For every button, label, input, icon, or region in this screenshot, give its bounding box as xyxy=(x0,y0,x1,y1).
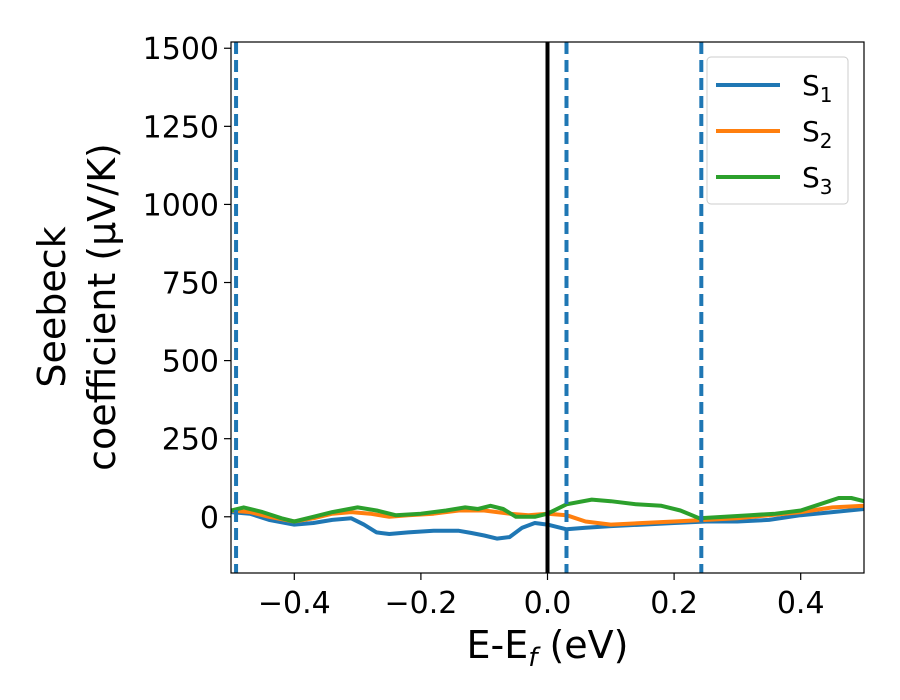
y-tick-label: 250 xyxy=(162,423,219,458)
y-axis-label-line1: Seebeck xyxy=(30,226,74,387)
x-axis-label: E-Ef (eV) xyxy=(467,623,629,673)
y-axis-label: Seebeck coefficient (μV/K) xyxy=(30,143,124,471)
y-axis-ticks: 0 250 500 750 1000 1250 1500 xyxy=(143,32,231,536)
legend-label-s1: S1 xyxy=(802,69,833,107)
x-axis-ticks: −0.4 −0.2 0.0 0.2 0.4 xyxy=(258,573,825,621)
legend-items: S1 S2 S3 xyxy=(716,69,833,199)
x-tick-label: 0.2 xyxy=(650,586,698,621)
legend: S1 S2 S3 xyxy=(706,56,849,205)
y-tick-label: 1500 xyxy=(143,32,219,67)
y-tick-label: 1250 xyxy=(143,110,219,145)
series-layer xyxy=(231,496,864,541)
x-tick-label: −0.2 xyxy=(384,586,457,621)
x-tick-label: 0.0 xyxy=(524,586,572,621)
y-axis-label-line2: coefficient (μV/K) xyxy=(80,143,124,471)
y-tick-label: 1000 xyxy=(143,188,219,223)
y-tick-label: 750 xyxy=(162,267,219,302)
plot-area xyxy=(231,42,864,573)
y-tick-label: 0 xyxy=(200,501,219,536)
legend-label-s2: S2 xyxy=(802,115,833,153)
series-line-s3 xyxy=(231,496,864,524)
x-axis-label-main: E-E xyxy=(467,623,529,667)
y-tick-label: 500 xyxy=(162,345,219,380)
x-axis-label-unit: (eV) xyxy=(537,623,628,667)
x-tick-label: 0.4 xyxy=(777,586,825,621)
reference-lines xyxy=(234,42,704,573)
x-tick-label: −0.4 xyxy=(258,586,331,621)
legend-label-s3: S3 xyxy=(802,161,833,199)
